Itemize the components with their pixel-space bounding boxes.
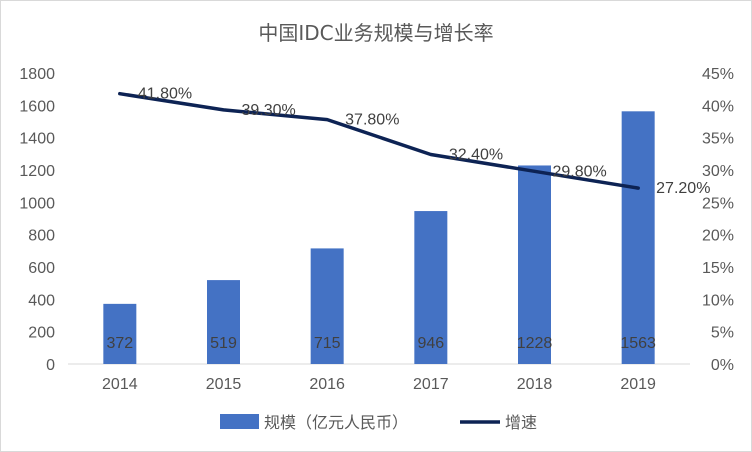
chart-title: 中国IDC业务规模与增长率 [258, 21, 493, 45]
left-tick-label: 1800 [19, 66, 55, 83]
right-tick-label: 25% [702, 195, 734, 212]
line-data-label: 37.80% [345, 112, 399, 129]
right-tick-label: 10% [702, 292, 734, 309]
line-point [430, 153, 432, 155]
legend: 规模（亿元人民币） 增速 [220, 413, 537, 432]
x-tick-label: 2017 [413, 376, 449, 393]
x-tick-label: 2015 [206, 376, 242, 393]
right-axis-ticks: 0% 5% 10% 15% 20% 25% 30% 35% 40% 45% [702, 66, 734, 374]
right-tick-label: 15% [702, 260, 734, 277]
left-tick-label: 1400 [19, 131, 55, 148]
line-point [326, 119, 328, 121]
x-tick-label: 2018 [517, 376, 553, 393]
bar-data-label: 372 [106, 335, 133, 352]
line-data-label: 29.80% [553, 163, 607, 180]
bar [310, 248, 344, 364]
bar-data-label: 519 [210, 335, 237, 352]
right-tick-label: 40% [702, 98, 734, 115]
left-tick-label: 1600 [19, 98, 55, 115]
bar-data-label: 715 [314, 335, 341, 352]
bar-data-label: 1563 [620, 335, 656, 352]
line-data-label: 32.40% [449, 146, 503, 163]
line-point [637, 187, 639, 189]
legend-label-bar: 规模（亿元人民币） [264, 413, 408, 432]
bar [103, 303, 137, 364]
right-tick-label: 35% [702, 131, 734, 148]
left-tick-label: 1000 [19, 195, 55, 212]
bar [518, 165, 551, 364]
bar [414, 211, 448, 364]
left-tick-label: 600 [28, 260, 55, 277]
right-tick-label: 20% [702, 228, 734, 245]
right-tick-label: 30% [702, 163, 734, 180]
right-tick-label: 5% [711, 325, 734, 342]
growth-line [118, 91, 640, 190]
x-tick-label: 2014 [102, 376, 138, 393]
bar-series: 372 519 715 946 1228 1563 [103, 111, 656, 364]
line-data-label: 39.30% [242, 102, 296, 119]
line-data-label: 27.20% [656, 180, 710, 197]
x-axis-ticks: 2014 2015 2016 2017 2018 2019 [102, 376, 656, 393]
legend-swatch-bar [220, 414, 259, 429]
bar [207, 280, 240, 364]
right-tick-label: 45% [702, 66, 734, 83]
right-tick-label: 0% [711, 357, 734, 374]
bar [621, 111, 655, 364]
x-tick-label: 2019 [620, 376, 656, 393]
x-tick-label: 2016 [309, 376, 345, 393]
left-tick-label: 1200 [19, 163, 55, 180]
line-point [119, 93, 121, 95]
bar-data-label: 946 [417, 335, 444, 352]
left-axis-ticks: 0 200 400 600 800 1000 1200 1400 1600 1800 [19, 66, 55, 374]
left-tick-label: 0 [46, 357, 55, 374]
line-point [534, 170, 535, 172]
left-tick-label: 400 [28, 292, 55, 309]
line-series: 41.80% 39.30% 37.80% 32.40% 29.80% 27.20% [118, 86, 710, 197]
left-tick-label: 800 [28, 228, 55, 245]
legend-label-line: 增速 [505, 413, 537, 432]
line-point [223, 109, 224, 111]
bar-data-label: 1228 [517, 335, 553, 352]
left-tick-label: 200 [28, 325, 55, 342]
line-data-label: 41.80% [138, 86, 192, 103]
